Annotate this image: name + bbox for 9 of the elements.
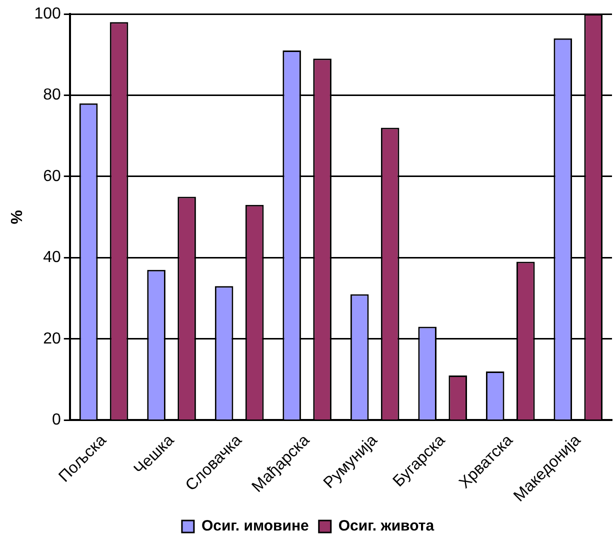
y-tick-label: 0 — [52, 412, 61, 429]
y-tick-label: 20 — [43, 330, 61, 348]
y-axis-title: % — [9, 210, 26, 224]
y-tick-label: 40 — [43, 249, 61, 266]
legend-label: Осиг. имовине — [201, 518, 309, 535]
y-tick-label: 100 — [34, 5, 61, 22]
legend-label: Осиг. живота — [338, 518, 435, 535]
y-tick-label: 60 — [43, 168, 61, 185]
y-tick-label: 80 — [43, 86, 61, 104]
